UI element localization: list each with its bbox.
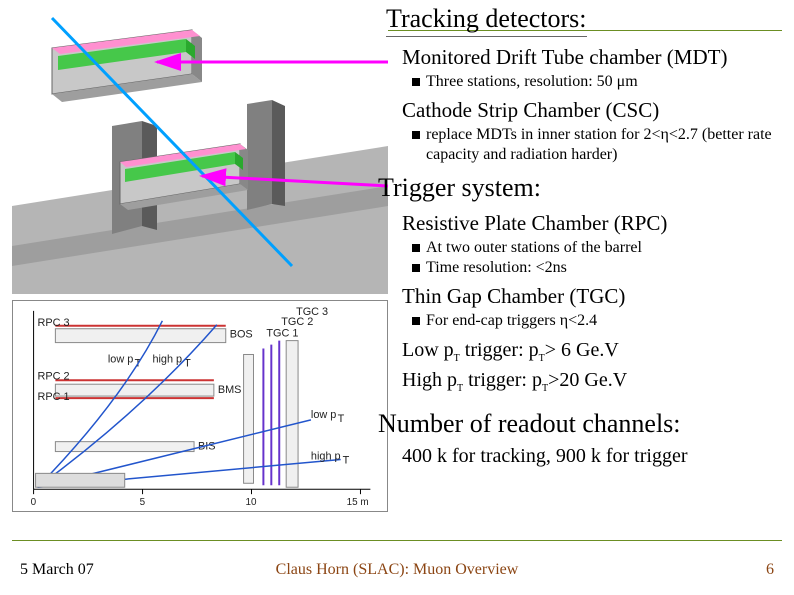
divider-bottom (12, 540, 782, 541)
bullets-csc: replace MDTs in inner station for 2<η<2.… (412, 125, 782, 165)
heading-readout: Number of readout channels: (378, 409, 681, 439)
svg-text:RPC 2: RPC 2 (38, 370, 70, 382)
subheading-csc: Cathode Strip Chamber (CSC) (402, 98, 782, 123)
svg-text:high p: high p (152, 353, 182, 365)
footer-page-number: 6 (766, 561, 774, 579)
svg-text:10: 10 (246, 497, 258, 508)
svg-text:5: 5 (140, 497, 146, 508)
bullet-icon (412, 244, 420, 252)
svg-text:T: T (338, 413, 345, 425)
svg-text:0: 0 (31, 497, 37, 508)
heading-tracking: Tracking detectors: (386, 4, 587, 37)
svg-text:RPC 3: RPC 3 (38, 317, 70, 329)
footer: 5 March 07 Claus Horn (SLAC): Muon Overv… (0, 552, 794, 588)
subheading-rpc: Resistive Plate Chamber (RPC) (402, 211, 782, 236)
svg-text:TGC 1: TGC 1 (266, 328, 298, 340)
subheading-tgc: Thin Gap Chamber (TGC) (402, 284, 782, 309)
text-column: Tracking detectors: Monitored Drift Tube… (384, 4, 782, 468)
svg-text:BOS: BOS (230, 329, 253, 341)
subheading-mdt: Monitored Drift Tube chamber (MDT) (402, 45, 782, 70)
trigger-high-pt-line: High pT trigger: pT>20 Ge.V (402, 367, 782, 395)
svg-text:BMS: BMS (218, 384, 242, 396)
bullet-text: Time resolution: <2ns (426, 258, 782, 278)
trigger-low-pt-line: Low pT trigger: pT> 6 Ge.V (402, 337, 782, 365)
figure-column: 0 5 10 15 m BIS BMS BOS RPC 3 RPC 2 RPC … (12, 6, 390, 512)
svg-text:TGC 3: TGC 3 (296, 306, 328, 318)
svg-text:low p: low p (311, 409, 336, 421)
svg-text:low p: low p (108, 353, 133, 365)
bullet-text: replace MDTs in inner station for 2<η<2.… (426, 125, 782, 165)
figure-trigger-diagram: 0 5 10 15 m BIS BMS BOS RPC 3 RPC 2 RPC … (12, 300, 388, 512)
svg-text:RPC 1: RPC 1 (38, 391, 70, 403)
bullets-rpc: At two outer stations of the barrel Time… (412, 238, 782, 278)
readout-value: 400 k for tracking, 900 k for trigger (402, 445, 782, 468)
bullets-mdt: Three stations, resolution: 50 μm (412, 72, 782, 92)
footer-center: Claus Horn (SLAC): Muon Overview (276, 561, 519, 579)
figure-3d-detector (12, 6, 388, 294)
bullet-icon (412, 264, 420, 272)
footer-date: 5 March 07 (20, 561, 94, 579)
bullets-tgc: For end-cap triggers η<2.4 (412, 311, 782, 331)
bullet-text: At two outer stations of the barrel (426, 238, 782, 258)
svg-text:high p: high p (311, 450, 341, 462)
bullet-icon (412, 131, 420, 139)
svg-text:15 m: 15 m (347, 497, 369, 508)
svg-text:T: T (343, 454, 350, 466)
heading-trigger: Trigger system: (378, 173, 541, 203)
bullet-icon (412, 78, 420, 86)
bullet-text: For end-cap triggers η<2.4 (426, 311, 782, 331)
bullet-text: Three stations, resolution: 50 μm (426, 72, 782, 92)
bullet-icon (412, 317, 420, 325)
